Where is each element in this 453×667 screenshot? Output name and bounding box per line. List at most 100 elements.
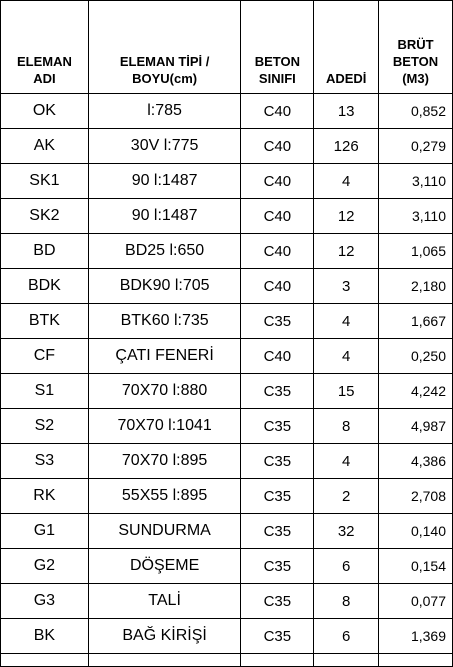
- volume-cell[interactable]: 4,987: [378, 408, 453, 444]
- concrete-class-cell[interactable]: C35: [240, 618, 315, 654]
- volume-cell[interactable]: 1,667: [378, 303, 453, 339]
- empty-cell[interactable]: [240, 653, 315, 667]
- volume-cell[interactable]: 0,140: [378, 513, 453, 549]
- concrete-class-cell[interactable]: C40: [240, 163, 315, 199]
- volume-cell[interactable]: 1,065: [378, 233, 453, 269]
- volume-cell[interactable]: 4,386: [378, 443, 453, 479]
- element-type-cell[interactable]: BAĞ KİRİŞİ: [87, 618, 242, 654]
- volume-cell[interactable]: 3,110: [378, 198, 453, 234]
- element-type-cell[interactable]: 90 l:1487: [87, 163, 242, 199]
- header-line: BETON: [392, 54, 439, 69]
- empty-cell[interactable]: [313, 653, 380, 667]
- header-line: BOYU(cm): [132, 71, 198, 86]
- concrete-class-cell[interactable]: C35: [240, 373, 315, 409]
- count-cell[interactable]: 12: [313, 198, 380, 234]
- element-name-cell[interactable]: G3: [0, 583, 89, 619]
- count-cell[interactable]: 6: [313, 548, 380, 584]
- concrete-class-cell[interactable]: C35: [240, 583, 315, 619]
- count-cell[interactable]: 12: [313, 233, 380, 269]
- header-element-name[interactable]: ELEMAN ADI: [0, 0, 89, 94]
- concrete-class-cell[interactable]: C40: [240, 93, 315, 129]
- element-type-cell[interactable]: TALİ: [87, 583, 242, 619]
- empty-cell[interactable]: [0, 653, 89, 667]
- concrete-class-cell[interactable]: C35: [240, 443, 315, 479]
- element-name-cell[interactable]: S1: [0, 373, 89, 409]
- table-row: AK 30V l:775 C40 126 0,279: [0, 128, 453, 164]
- element-type-cell[interactable]: 70X70 l:880: [87, 373, 242, 409]
- element-type-cell[interactable]: 55X55 l:895: [87, 478, 242, 514]
- count-cell[interactable]: 126: [313, 128, 380, 164]
- count-cell[interactable]: 32: [313, 513, 380, 549]
- element-name-cell[interactable]: SK2: [0, 198, 89, 234]
- concrete-class-cell[interactable]: C40: [240, 198, 315, 234]
- volume-cell[interactable]: 1,369: [378, 618, 453, 654]
- header-element-type[interactable]: ELEMAN TİPİ / BOYU(cm): [87, 0, 242, 94]
- table-row: S3 70X70 l:895 C35 4 4,386: [0, 443, 453, 479]
- element-type-cell[interactable]: 30V l:775: [87, 128, 242, 164]
- header-line: ELEMAN TİPİ /: [119, 54, 210, 69]
- count-cell[interactable]: 13: [313, 93, 380, 129]
- count-cell[interactable]: 4: [313, 443, 380, 479]
- header-line: ADI: [33, 71, 56, 86]
- header-gross-volume[interactable]: BRÜT BETON (M3): [378, 0, 453, 94]
- volume-cell[interactable]: 3,110: [378, 163, 453, 199]
- concrete-class-cell[interactable]: C35: [240, 548, 315, 584]
- element-type-cell[interactable]: 90 l:1487: [87, 198, 242, 234]
- concrete-class-cell[interactable]: C40: [240, 338, 315, 374]
- element-type-cell[interactable]: 70X70 l:895: [87, 443, 242, 479]
- volume-cell[interactable]: 4,242: [378, 373, 453, 409]
- concrete-class-cell[interactable]: C35: [240, 408, 315, 444]
- empty-cell[interactable]: [87, 653, 242, 667]
- count-cell[interactable]: 3: [313, 268, 380, 304]
- count-cell[interactable]: 8: [313, 408, 380, 444]
- concrete-class-cell[interactable]: C40: [240, 233, 315, 269]
- count-cell[interactable]: 6: [313, 618, 380, 654]
- element-type-cell[interactable]: BTK60 l:735: [87, 303, 242, 339]
- volume-cell[interactable]: 0,077: [378, 583, 453, 619]
- count-cell[interactable]: 2: [313, 478, 380, 514]
- element-type-cell[interactable]: l:785: [87, 93, 242, 129]
- empty-cell[interactable]: [378, 653, 453, 667]
- count-cell[interactable]: 8: [313, 583, 380, 619]
- count-cell[interactable]: 4: [313, 163, 380, 199]
- count-cell[interactable]: 15: [313, 373, 380, 409]
- element-name-cell[interactable]: S2: [0, 408, 89, 444]
- concrete-class-cell[interactable]: C40: [240, 128, 315, 164]
- element-name-cell[interactable]: S3: [0, 443, 89, 479]
- header-line: BETON: [254, 54, 300, 69]
- element-type-cell[interactable]: BDK90 l:705: [87, 268, 242, 304]
- count-cell[interactable]: 4: [313, 338, 380, 374]
- element-type-cell[interactable]: DÖŞEME: [87, 548, 242, 584]
- header-count[interactable]: ADEDİ: [313, 0, 380, 94]
- element-name-cell[interactable]: RK: [0, 478, 89, 514]
- element-name-cell[interactable]: G2: [0, 548, 89, 584]
- table-row: SK1 90 l:1487 C40 4 3,110: [0, 163, 453, 199]
- element-name-cell[interactable]: BDK: [0, 268, 89, 304]
- element-name-cell[interactable]: SK1: [0, 163, 89, 199]
- concrete-class-cell[interactable]: C35: [240, 513, 315, 549]
- element-name-cell[interactable]: CF: [0, 338, 89, 374]
- element-name-cell[interactable]: BTK: [0, 303, 89, 339]
- element-name-cell[interactable]: AK: [0, 128, 89, 164]
- element-name-cell[interactable]: G1: [0, 513, 89, 549]
- element-name-cell[interactable]: BK: [0, 618, 89, 654]
- element-type-cell[interactable]: 70X70 l:1041: [87, 408, 242, 444]
- element-type-cell[interactable]: SUNDURMA: [87, 513, 242, 549]
- volume-cell[interactable]: 0,852: [378, 93, 453, 129]
- element-name-cell[interactable]: BD: [0, 233, 89, 269]
- volume-cell[interactable]: 0,250: [378, 338, 453, 374]
- count-cell[interactable]: 4: [313, 303, 380, 339]
- element-type-cell[interactable]: BD25 l:650: [87, 233, 242, 269]
- concrete-class-cell[interactable]: C35: [240, 303, 315, 339]
- element-type-cell[interactable]: ÇATI FENERİ: [87, 338, 242, 374]
- header-concrete-class[interactable]: BETON SINIFI: [240, 0, 315, 94]
- header-line: SINIFI: [258, 71, 296, 86]
- element-name-cell[interactable]: OK: [0, 93, 89, 129]
- concrete-class-cell[interactable]: C40: [240, 268, 315, 304]
- volume-cell[interactable]: 2,180: [378, 268, 453, 304]
- table-row: BK BAĞ KİRİŞİ C35 6 1,369: [0, 618, 453, 654]
- volume-cell[interactable]: 0,154: [378, 548, 453, 584]
- volume-cell[interactable]: 2,708: [378, 478, 453, 514]
- volume-cell[interactable]: 0,279: [378, 128, 453, 164]
- concrete-class-cell[interactable]: C35: [240, 478, 315, 514]
